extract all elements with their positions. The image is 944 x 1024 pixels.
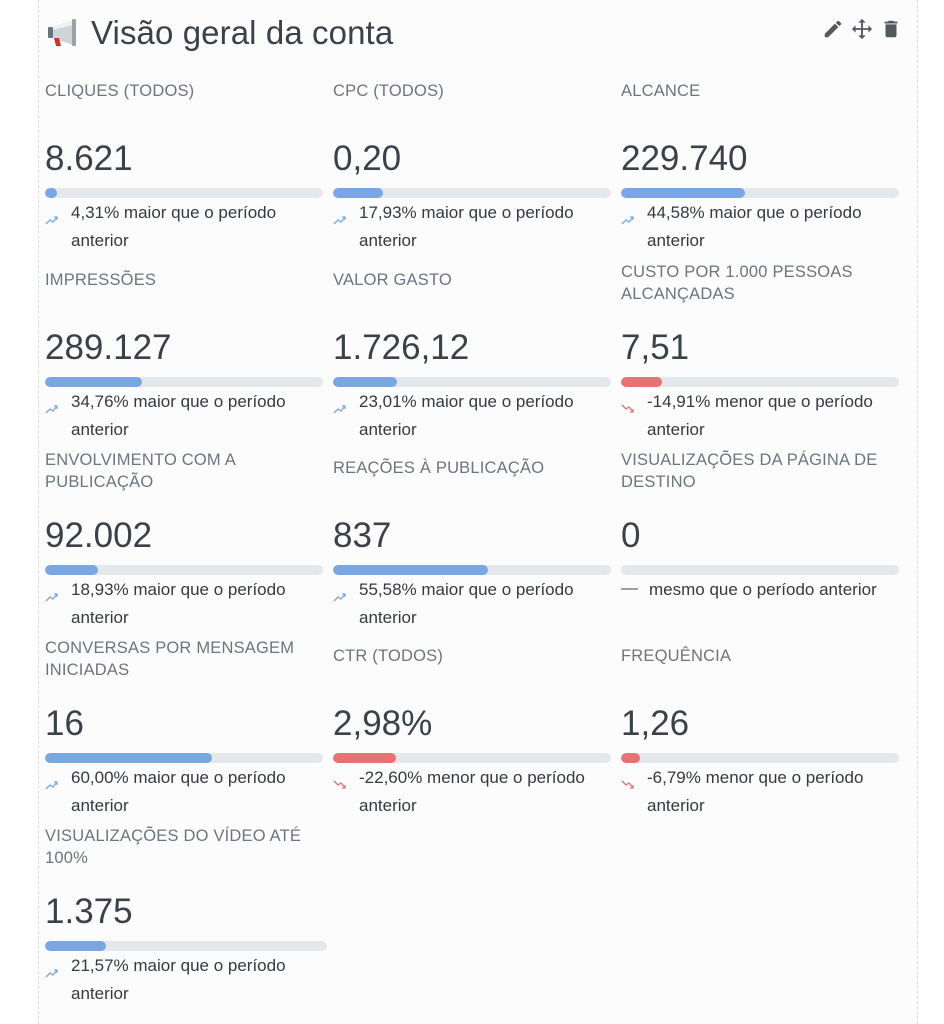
- progress-fill: [45, 565, 98, 575]
- progress-fill: [45, 753, 212, 763]
- metric-value: 2,98%: [333, 704, 433, 743]
- megaphone-icon: [48, 19, 76, 46]
- progress-fill: [333, 188, 383, 198]
- comparison-text: 4,31% maior que o período anterior: [71, 203, 277, 250]
- metric-label: ALCANCE: [621, 82, 701, 100]
- progress-fill: [621, 753, 640, 763]
- progress-fill: [621, 188, 745, 198]
- progress-fill: [621, 377, 663, 387]
- comparison-text: 18,93% maior que o período anterior: [71, 580, 286, 627]
- progress-fill: [333, 565, 488, 575]
- move-icon[interactable]: [851, 18, 873, 40]
- progress-fill: [45, 941, 106, 951]
- metric-label: VISUALIZAÇÕES DA PÁGINA DE DESTINO: [621, 451, 878, 491]
- comparison-text: 44,58% maior que o período anterior: [647, 203, 862, 250]
- progress-bar: [45, 941, 327, 951]
- metric-value: 837: [333, 516, 392, 555]
- comparison-text: 60,00% maior que o período anterior: [71, 768, 286, 815]
- trend-up-icon: [45, 781, 58, 790]
- metric-label: CUSTO POR 1.000 PESSOAS ALCANÇADAS: [621, 263, 853, 303]
- comparison-text: 34,76% maior que o período anterior: [71, 392, 286, 439]
- metric-value: 289.127: [45, 328, 172, 367]
- metric-label: CONVERSAS POR MENSAGEM INICIADAS: [45, 639, 295, 679]
- comparison-text: 21,57% maior que o período anterior: [71, 956, 286, 1003]
- trend-up-icon: [45, 216, 58, 225]
- progress-fill: [45, 377, 142, 387]
- progress-bar: [621, 377, 899, 387]
- comparison-text: 23,01% maior que o período anterior: [359, 392, 574, 439]
- metric-value: 16: [45, 704, 84, 743]
- trend-up-icon: [621, 216, 634, 225]
- comparison-text: 55,58% maior que o período anterior: [359, 580, 574, 627]
- trend-up-icon: [45, 969, 58, 978]
- trend-flat-icon: [621, 588, 638, 590]
- progress-fill: [45, 188, 57, 198]
- trash-icon[interactable]: [880, 18, 902, 40]
- progress-bar: [45, 188, 323, 198]
- comparison-text: -14,91% menor que o período anterior: [647, 392, 873, 439]
- metric-value: 0: [621, 516, 641, 555]
- progress-fill: [333, 377, 397, 387]
- metric-label: CLIQUES (TODOS): [45, 82, 195, 100]
- progress-fill: [333, 753, 396, 763]
- progress-bar: [333, 188, 611, 198]
- progress-bar: [45, 565, 323, 575]
- progress-bar: [45, 377, 323, 387]
- progress-bar: [333, 565, 611, 575]
- comparison-text: -22,60% menor que o período anterior: [359, 768, 585, 815]
- progress-bar: [45, 753, 323, 763]
- progress-bar: [333, 753, 611, 763]
- metric-value: 1.726,12: [333, 328, 470, 367]
- metric-label: CPC (TODOS): [333, 82, 444, 100]
- panel-title: Visão geral da conta: [91, 14, 394, 51]
- metric-label: VALOR GASTO: [333, 271, 452, 289]
- metric-label: VISUALIZAÇÕES DO VÍDEO ATÉ 100%: [45, 827, 302, 867]
- account-overview-panel: [38, 0, 918, 1024]
- metric-label: FREQUÊNCIA: [621, 647, 732, 665]
- metric-label: IMPRESSÕES: [45, 271, 157, 289]
- progress-bar: [333, 377, 611, 387]
- comparison-text: -6,79% menor que o período anterior: [647, 768, 864, 815]
- metric-value: 229.740: [621, 139, 748, 178]
- trend-up-icon: [45, 593, 58, 602]
- metric-value: 1,26: [621, 704, 690, 743]
- trend-down-icon: [621, 404, 634, 413]
- trend-up-icon: [333, 593, 346, 602]
- metric-value: 0,20: [333, 139, 402, 178]
- metric-label: ENVOLVIMENTO COM A PUBLICAÇÃO: [45, 451, 236, 491]
- metric-value: 1.375: [45, 892, 133, 931]
- comparison-text: 17,93% maior que o período anterior: [359, 203, 574, 250]
- trend-up-icon: [45, 405, 58, 414]
- metric-label: REAÇÕES À PUBLICAÇÃO: [333, 459, 545, 477]
- progress-bar: [621, 565, 899, 575]
- edit-icon[interactable]: [822, 18, 844, 40]
- metric-value: 92.002: [45, 516, 153, 555]
- trend-down-icon: [621, 780, 634, 789]
- trend-up-icon: [333, 405, 346, 414]
- progress-bar: [621, 188, 899, 198]
- metric-value: 8.621: [45, 139, 133, 178]
- progress-bar: [621, 753, 899, 763]
- trend-up-icon: [333, 216, 346, 225]
- metric-label: CTR (TODOS): [333, 647, 444, 665]
- trend-down-icon: [333, 780, 346, 789]
- metric-value: 7,51: [621, 328, 690, 367]
- comparison-text: mesmo que o período anterior: [649, 580, 877, 599]
